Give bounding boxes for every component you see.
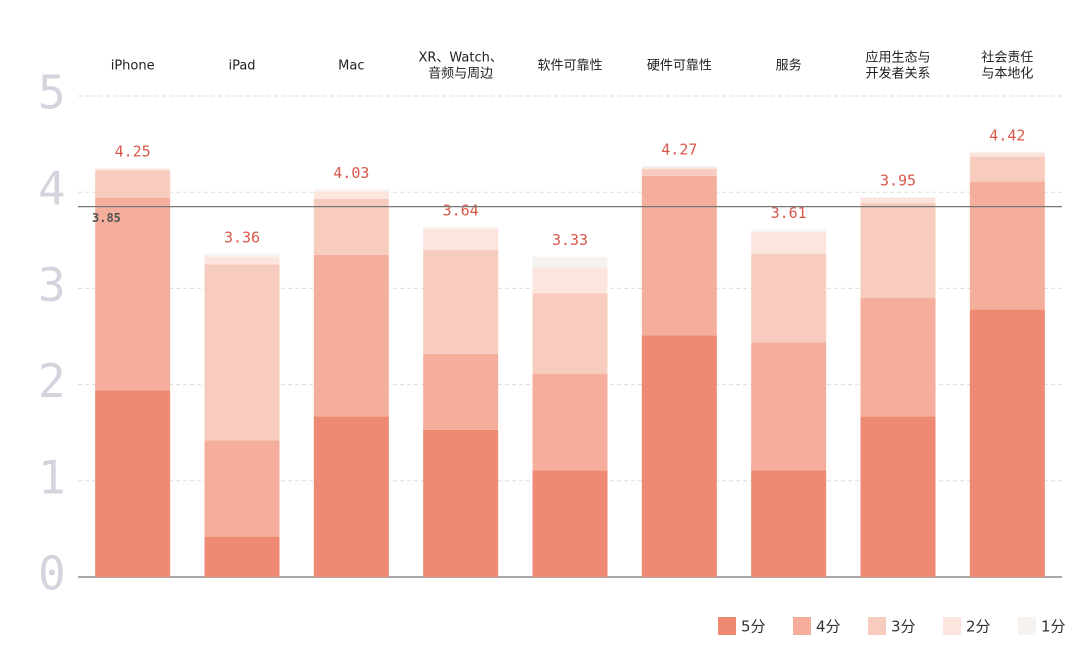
total-label: 3.33 xyxy=(552,231,588,249)
legend-swatch xyxy=(943,617,961,635)
bar-segment xyxy=(95,390,171,577)
reference-label: 3.85 xyxy=(92,211,121,225)
y-tick-label: 3 xyxy=(38,258,66,312)
x-tick-label: 音频与周边 xyxy=(428,66,493,82)
x-tick-label: 社会责任 xyxy=(981,50,1033,66)
bar-segment xyxy=(423,249,499,354)
bar-segment xyxy=(313,189,389,192)
y-tick-label: 0 xyxy=(38,547,66,601)
x-tick-label: 服务 xyxy=(776,58,802,74)
bar-segment xyxy=(860,197,936,203)
total-label: 3.36 xyxy=(224,228,260,246)
x-tick-label: 应用生态与 xyxy=(865,50,930,66)
total-label: 3.61 xyxy=(771,204,807,222)
bar-segment xyxy=(532,374,608,471)
legend-label: 4分 xyxy=(816,618,841,636)
bar-segment xyxy=(204,440,280,537)
bar-segment xyxy=(860,298,936,417)
bar-segment xyxy=(969,309,1045,577)
x-tick-label: 与本地化 xyxy=(981,67,1033,82)
total-label: 3.64 xyxy=(443,201,479,219)
bar-segment xyxy=(860,202,936,299)
bar-segment xyxy=(532,256,608,268)
y-tick-label: 2 xyxy=(38,354,66,408)
bar-segment xyxy=(204,256,280,265)
legend-label: 3分 xyxy=(891,618,916,636)
legend-swatch xyxy=(1018,617,1036,635)
bar-segment xyxy=(423,429,499,577)
y-tick-label: 5 xyxy=(38,66,66,120)
bar-segment xyxy=(751,342,827,471)
bar-segment xyxy=(751,253,827,343)
bar-segment xyxy=(532,470,608,577)
x-tick-label: iPhone xyxy=(111,59,155,74)
bar-segment xyxy=(95,169,171,171)
bar-segment xyxy=(95,168,171,170)
total-label: 4.42 xyxy=(989,126,1025,144)
legend-label: 1分 xyxy=(1041,618,1066,636)
bar-segment xyxy=(204,264,280,441)
bar-segment xyxy=(532,267,608,294)
legend-swatch xyxy=(718,617,736,635)
x-tick-label: 软件可靠性 xyxy=(537,59,602,74)
x-tick-label: iPad xyxy=(228,59,255,74)
bar-segment xyxy=(860,197,936,198)
legend-label: 5分 xyxy=(741,618,766,636)
bar-segment xyxy=(423,226,499,229)
total-label: 4.27 xyxy=(661,141,697,159)
bar-segment xyxy=(204,536,280,577)
bar-segment xyxy=(641,169,717,176)
x-tick-label: 开发者关系 xyxy=(865,66,930,82)
x-tick-label: 硬件可靠性 xyxy=(647,59,712,74)
total-label: 3.95 xyxy=(880,172,916,190)
y-tick-label: 1 xyxy=(38,450,66,504)
bar-segment xyxy=(751,231,827,254)
bar-segment xyxy=(204,253,280,257)
legend-swatch xyxy=(793,617,811,635)
legend-label: 2分 xyxy=(966,618,991,636)
bar-segment xyxy=(641,335,717,577)
total-label: 4.25 xyxy=(115,143,151,161)
bar-segment xyxy=(423,353,499,430)
x-tick-label: Mac xyxy=(338,59,364,74)
y-tick-label: 4 xyxy=(38,162,66,216)
bar-segment xyxy=(313,191,389,199)
bar-segment xyxy=(969,156,1045,182)
bar-segment xyxy=(641,166,717,168)
bar-segment xyxy=(313,198,389,255)
bar-segment xyxy=(641,175,717,336)
bar-segment xyxy=(313,416,389,577)
bar-segment xyxy=(313,254,389,417)
bar-segment xyxy=(969,181,1045,310)
bar-segment xyxy=(641,167,717,170)
legend-swatch xyxy=(868,617,886,635)
total-label: 4.03 xyxy=(333,164,369,182)
bar-segment xyxy=(751,229,827,232)
bar-segment xyxy=(969,152,1045,157)
bar-segment xyxy=(969,151,1045,153)
bar-segment xyxy=(423,228,499,250)
bar-segment xyxy=(860,416,936,577)
bar-segment xyxy=(532,293,608,375)
bar-segment xyxy=(751,470,827,577)
x-tick-label: XR、Watch、 xyxy=(418,51,502,66)
bar-segment xyxy=(95,197,171,391)
bar-segment xyxy=(95,170,171,198)
